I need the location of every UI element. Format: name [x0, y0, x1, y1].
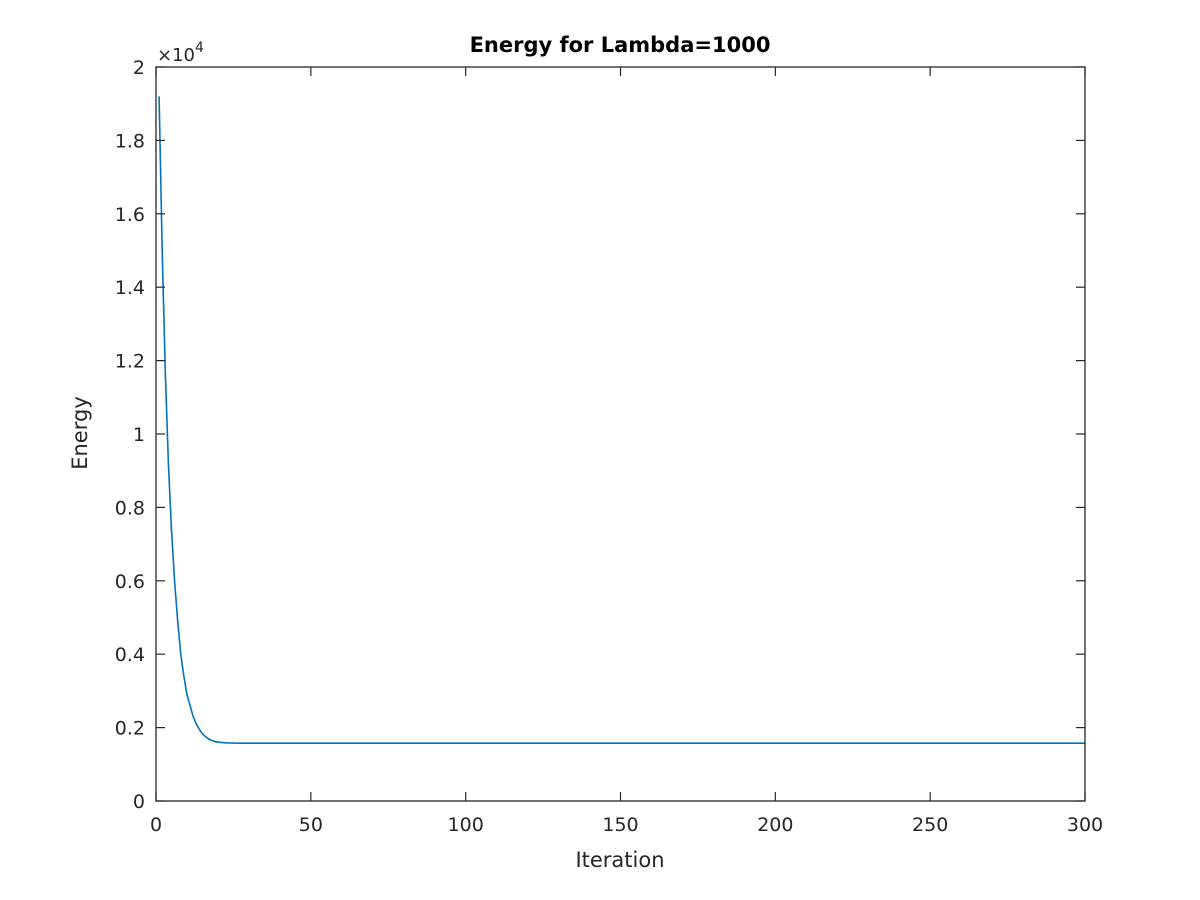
x-axis-label: Iteration: [575, 848, 664, 872]
chart-title: Energy for Lambda=1000: [470, 33, 771, 57]
y-tick-label: 0.2: [115, 718, 145, 740]
y-tick-label: 1.6: [115, 204, 145, 226]
y-tick-label: 1.4: [115, 277, 145, 299]
y-axis-multiplier-exponent: 4: [195, 40, 204, 56]
x-tick-label: 150: [602, 814, 638, 836]
y-tick-label: 0: [133, 791, 145, 813]
y-tick-label: 0.4: [115, 644, 145, 666]
x-tick-label: 50: [299, 814, 323, 836]
x-tick-label: 100: [448, 814, 484, 836]
y-tick-label: 0.8: [115, 497, 145, 519]
y-axis-label: Energy: [68, 396, 92, 470]
y-tick-label: 2: [133, 57, 145, 79]
y-axis-ticks: 0 0.2 0.4 0.6 0.8 1 1.2 1.4 1.6 1.8 2: [115, 57, 1085, 813]
x-tick-label: 0: [150, 814, 162, 836]
y-axis-multiplier-base: ×10: [157, 45, 195, 66]
series-line-energy: [158, 96, 1085, 744]
y-tick-label: 1: [133, 424, 145, 446]
x-tick-label: 250: [912, 814, 948, 836]
x-axis-ticks: 0 50 100 150 200 250 300: [150, 67, 1103, 836]
y-tick-label: 1.2: [115, 351, 145, 373]
y-axis-multiplier: ×104: [157, 40, 204, 66]
x-tick-label: 200: [757, 814, 793, 836]
x-tick-label: 300: [1067, 814, 1103, 836]
y-tick-label: 1.8: [115, 130, 145, 152]
y-tick-label: 0.6: [115, 571, 145, 593]
